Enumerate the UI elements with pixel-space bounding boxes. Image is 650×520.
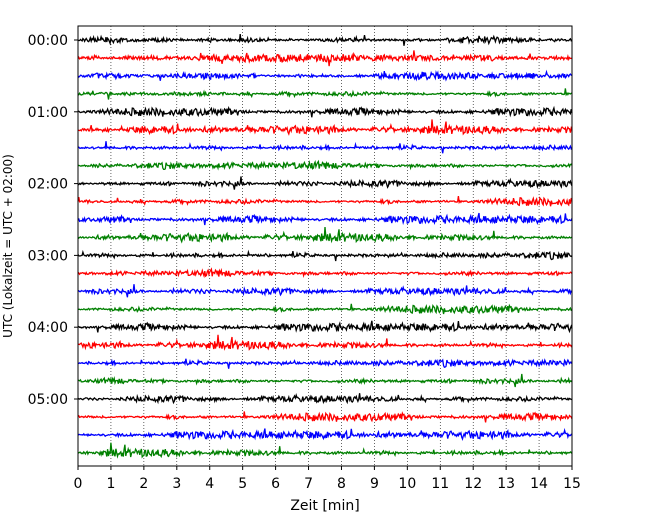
y-axis-ticks: 00:00 01:00 02:00 03:00 04:00 05:00 [28,33,78,408]
trace-line [77,119,573,136]
x-tick-label: 9 [370,476,379,492]
trace-line [77,159,573,171]
plot-frame [77,25,573,467]
trace-line [77,50,573,67]
x-axis-ticks: 0 1 2 3 4 5 6 7 8 9 10 11 12 13 14 15 [74,466,581,492]
trace-line [77,320,573,334]
x-tick-label: 13 [497,476,515,492]
x-tick-label: 4 [205,476,214,492]
x-tick-label: 1 [106,476,115,492]
x-tick-label: 11 [431,476,449,492]
trace-line [77,267,573,279]
trace-line [78,442,573,459]
trace-line [77,196,573,207]
trace-line [77,141,573,154]
y-tick-label: 04:00 [28,320,68,336]
trace-line [77,427,573,442]
x-tick-label: 14 [530,476,548,492]
plot-background [78,26,572,466]
trace-line [77,69,573,82]
trace-line [77,411,573,423]
trace-line [77,284,573,298]
trace-line [77,249,573,262]
y-tick-label: 02:00 [28,177,68,193]
x-tick-label: 0 [74,476,83,492]
trace-line [77,212,573,226]
y-tick-label: 00:00 [28,33,68,49]
x-tick-label: 7 [304,476,313,492]
y-tick-label: 03:00 [28,248,68,264]
y-axis-label: UTC (Lokalzeit = UTC + 02:00) [1,154,15,338]
x-tick-label: 12 [464,476,482,492]
grid-lines [110,26,540,466]
x-tick-label: 10 [398,476,416,492]
x-tick-label: 2 [139,476,148,492]
y-tick-label: 01:00 [28,105,68,121]
trace-line [77,176,573,190]
trace-line [77,105,573,118]
trace-line [77,334,573,351]
trace-line [77,373,573,388]
trace-line [77,34,573,46]
trace-line [77,227,573,244]
x-tick-label: 8 [337,476,346,492]
x-axis-label: Zeit [min] [290,498,359,514]
trace-line [77,392,573,405]
trace-line [77,358,573,369]
trace-group [77,34,573,459]
y-tick-label: 05:00 [28,392,68,408]
x-tick-label: 6 [271,476,280,492]
x-tick-label: 5 [238,476,247,492]
trace-line [77,88,573,100]
x-tick-label: 15 [563,476,581,492]
trace-line [77,303,573,315]
x-tick-label: 3 [172,476,181,492]
